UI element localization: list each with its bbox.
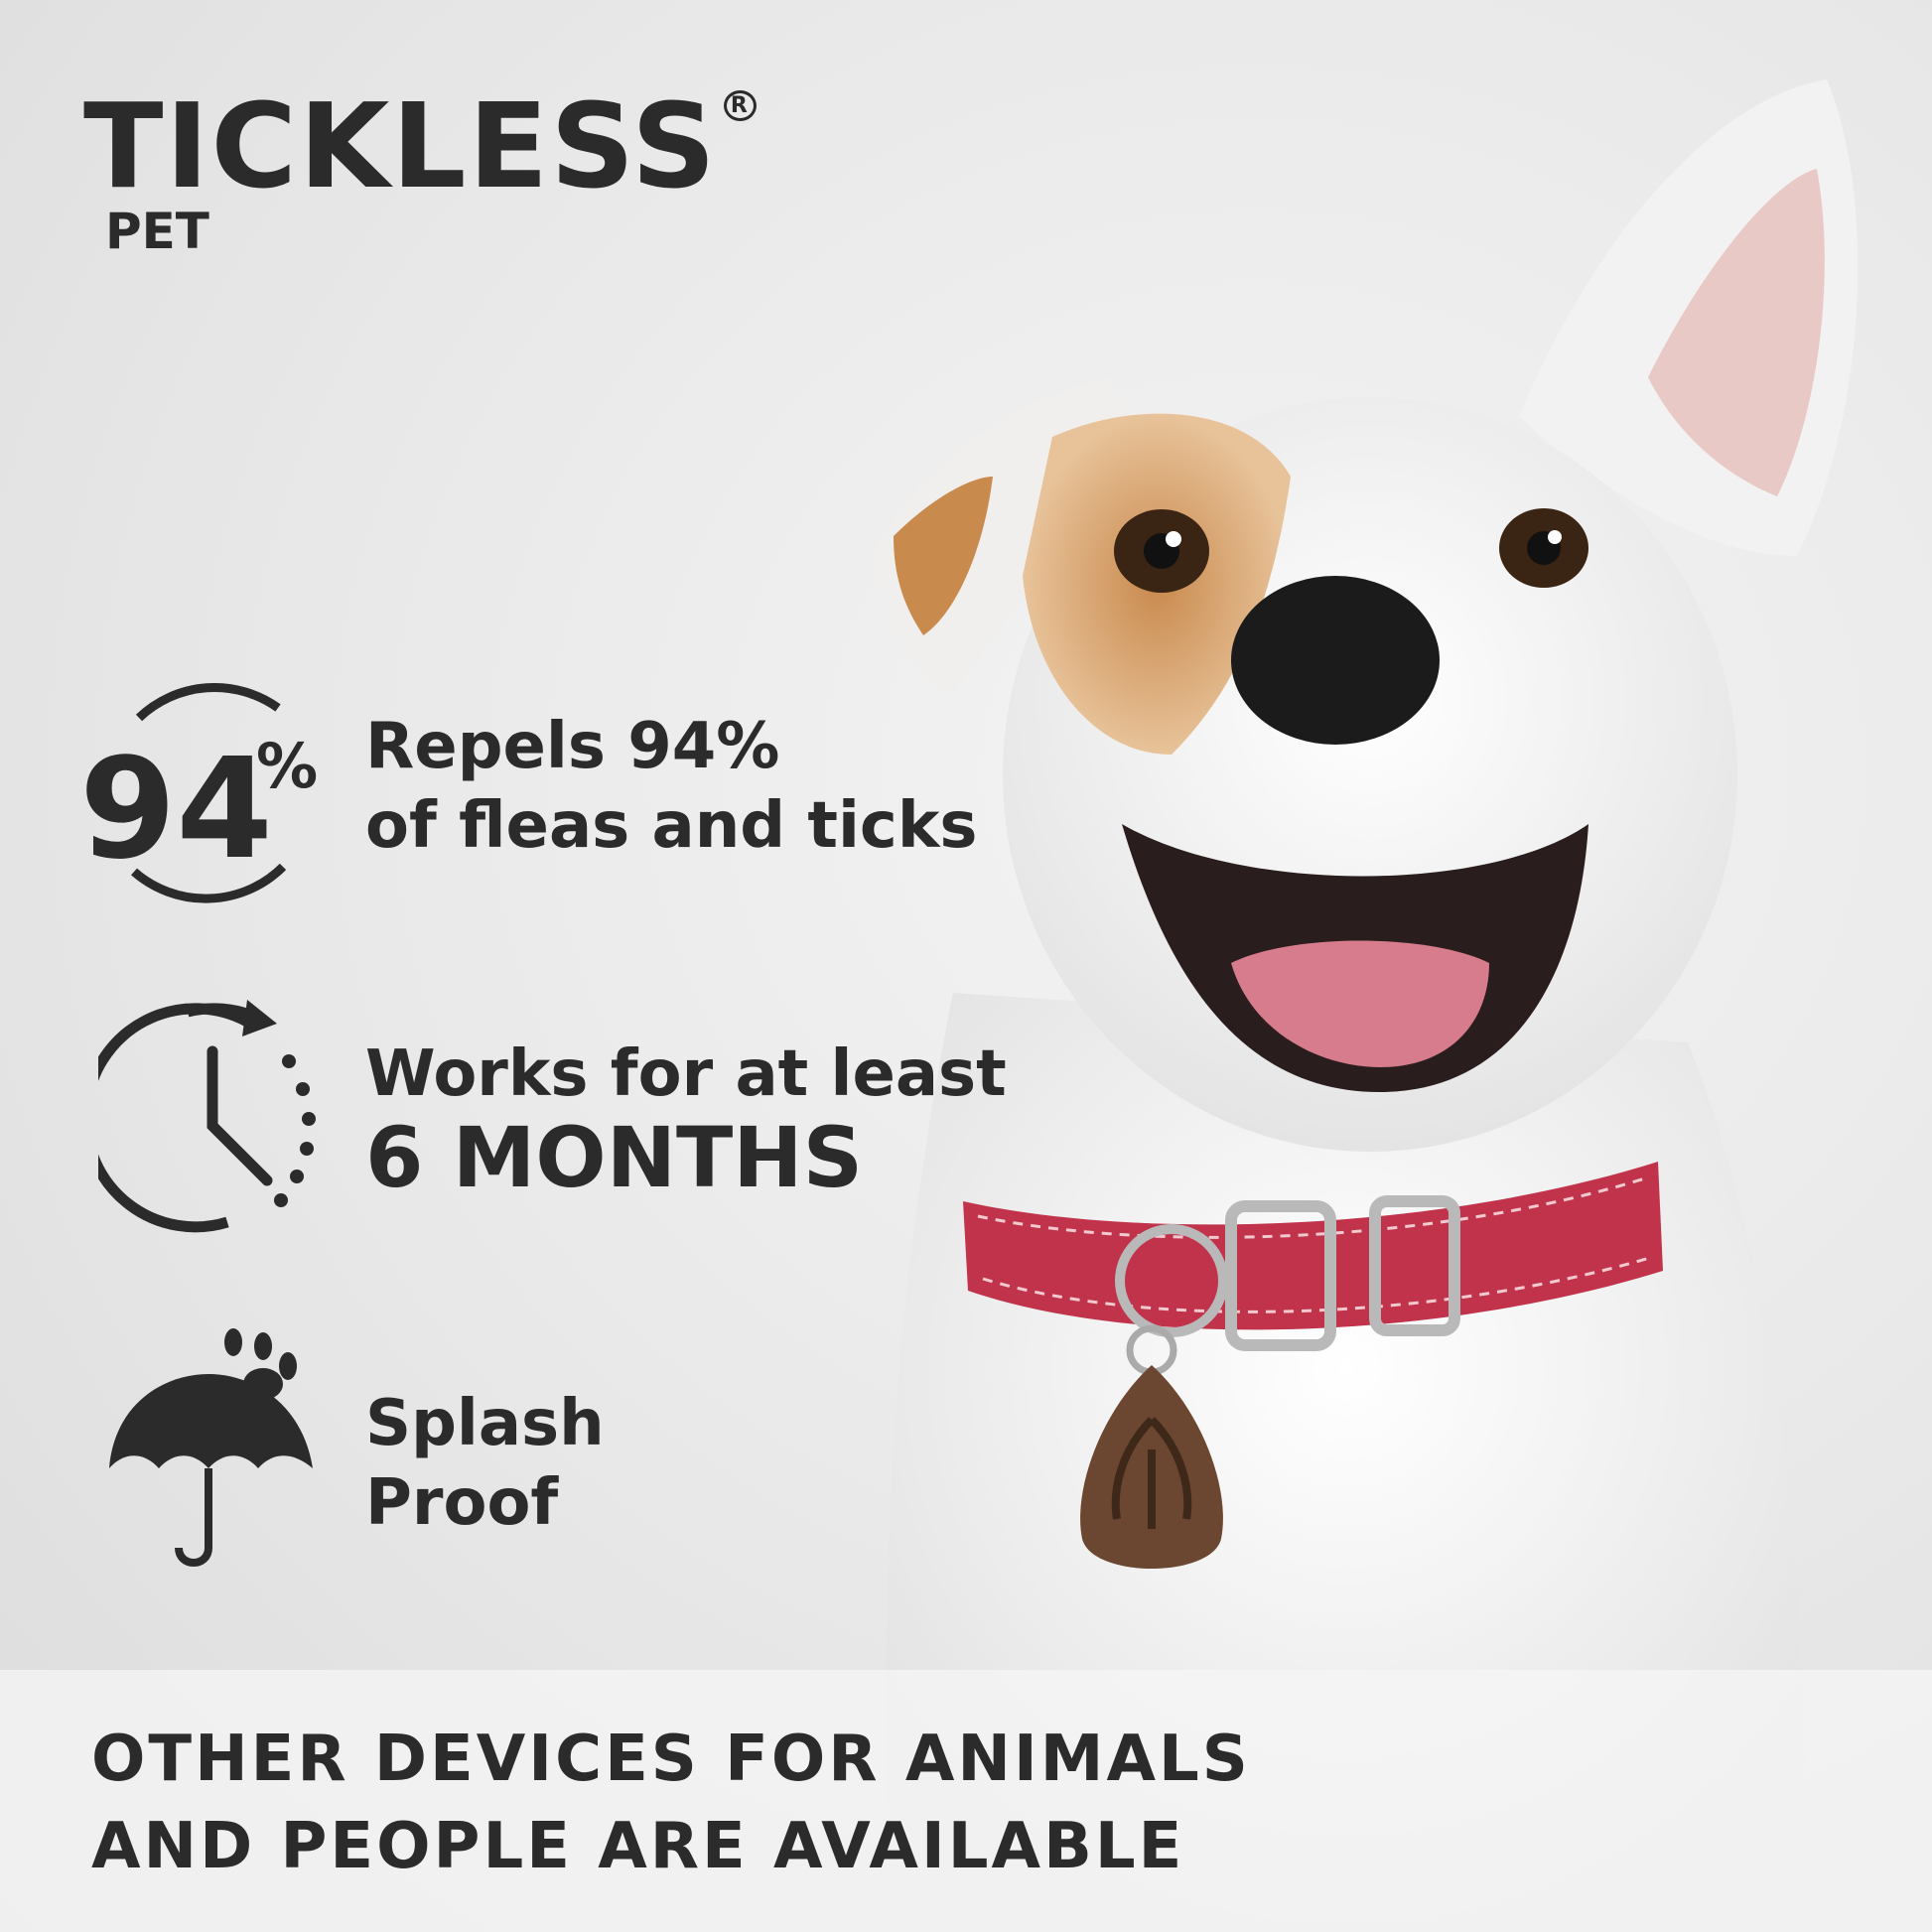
feature-line: Proof xyxy=(365,1466,559,1540)
feature-splash-proof: Splash Proof xyxy=(365,1384,605,1543)
feature-duration: Works for at least 6 MONTHS xyxy=(365,1035,1007,1201)
brand-logo: TICKLESS R xyxy=(83,87,757,205)
footer-band xyxy=(0,1670,1932,1932)
footer-line: OTHER DEVICES FOR ANIMALS xyxy=(91,1723,1251,1796)
umbrella-icon xyxy=(109,1328,313,1567)
brand-sub: PET xyxy=(105,203,209,260)
badge-unit: % xyxy=(256,730,318,802)
feature-line: Works for at least xyxy=(365,1037,1007,1111)
registered-mark: R xyxy=(723,90,757,121)
feature-repels: Repels 94% of fleas and ticks xyxy=(365,707,977,866)
feature-line: Splash xyxy=(365,1387,605,1460)
feature-line: of fleas and ticks xyxy=(365,789,978,863)
footer-text: OTHER DEVICES FOR ANIMALS AND PEOPLE ARE… xyxy=(91,1716,1251,1890)
badge-number: 94 xyxy=(79,729,273,891)
feature-line: Repels 94% xyxy=(365,710,780,783)
percent-circle-icon: 94 % xyxy=(79,682,318,903)
footer-line: AND PEOPLE ARE AVAILABLE xyxy=(91,1810,1185,1883)
feature-line: 6 MONTHS xyxy=(365,1109,864,1206)
clock-icon xyxy=(98,1000,316,1233)
brand-name: TICKLESS xyxy=(83,77,718,214)
